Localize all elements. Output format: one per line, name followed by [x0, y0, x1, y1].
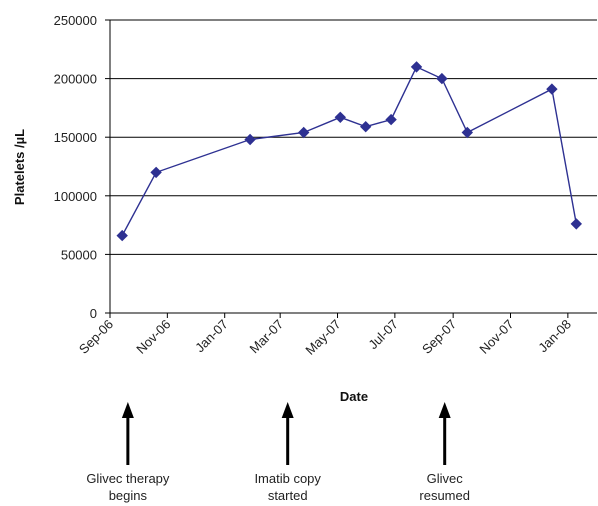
x-tick-label: May-07 — [302, 317, 343, 358]
x-tick-label: Sep-07 — [419, 317, 459, 357]
x-axis-title: Date — [340, 389, 368, 404]
annotation-arrow-head — [281, 402, 294, 418]
data-point — [116, 229, 128, 242]
annotation-label: Imatib copy — [254, 471, 321, 486]
annotation-label: started — [268, 488, 308, 503]
data-point — [359, 120, 372, 133]
y-tick-label: 200000 — [54, 72, 97, 87]
x-tick-label: Jan-08 — [535, 317, 574, 356]
data-point — [570, 218, 583, 230]
x-tick-label: Jan-07 — [192, 317, 231, 356]
y-tick-label: 0 — [90, 306, 97, 321]
data-point — [334, 111, 347, 124]
x-tick-label: Nov-07 — [476, 317, 516, 357]
y-tick-label: 50000 — [61, 247, 97, 262]
annotation-label: Glivec — [427, 471, 464, 486]
x-tick-label: Jul-07 — [365, 317, 401, 353]
y-axis-ticks: 0 50000 100000 150000 200000 250000 — [54, 13, 97, 321]
data-point — [385, 113, 397, 126]
data-point — [410, 61, 423, 73]
x-axis-ticks: Sep-06 Nov-06 Jan-07 Mar-07 May-07 Jul-07 Sep-… — [76, 313, 574, 358]
annotation-arrow-head — [121, 402, 134, 418]
data-point — [436, 72, 448, 85]
data-point — [244, 133, 256, 146]
data-point — [461, 126, 474, 139]
annotations: Glivec therapy begins Imatib copy started Gl… — [86, 402, 470, 503]
x-tick-label: Sep-06 — [76, 317, 116, 357]
x-tick-label: Mar-07 — [247, 317, 287, 357]
data-series — [116, 61, 583, 242]
annotation-arrow-head — [438, 402, 451, 418]
annotation-label: Glivec therapy — [86, 471, 170, 486]
y-axis-title: Platelets /µL — [12, 129, 27, 205]
data-point — [297, 126, 310, 139]
series-line — [121, 65, 577, 236]
annotation-label: begins — [109, 488, 148, 503]
y-tick-label: 150000 — [54, 130, 97, 145]
data-point — [546, 83, 558, 95]
y-tick-label: 100000 — [54, 189, 97, 204]
data-point — [150, 166, 162, 179]
annotation-label: resumed — [419, 488, 470, 503]
gridlines — [105, 19, 597, 314]
x-tick-label: Nov-06 — [133, 317, 173, 357]
y-tick-label: 250000 — [54, 13, 97, 28]
